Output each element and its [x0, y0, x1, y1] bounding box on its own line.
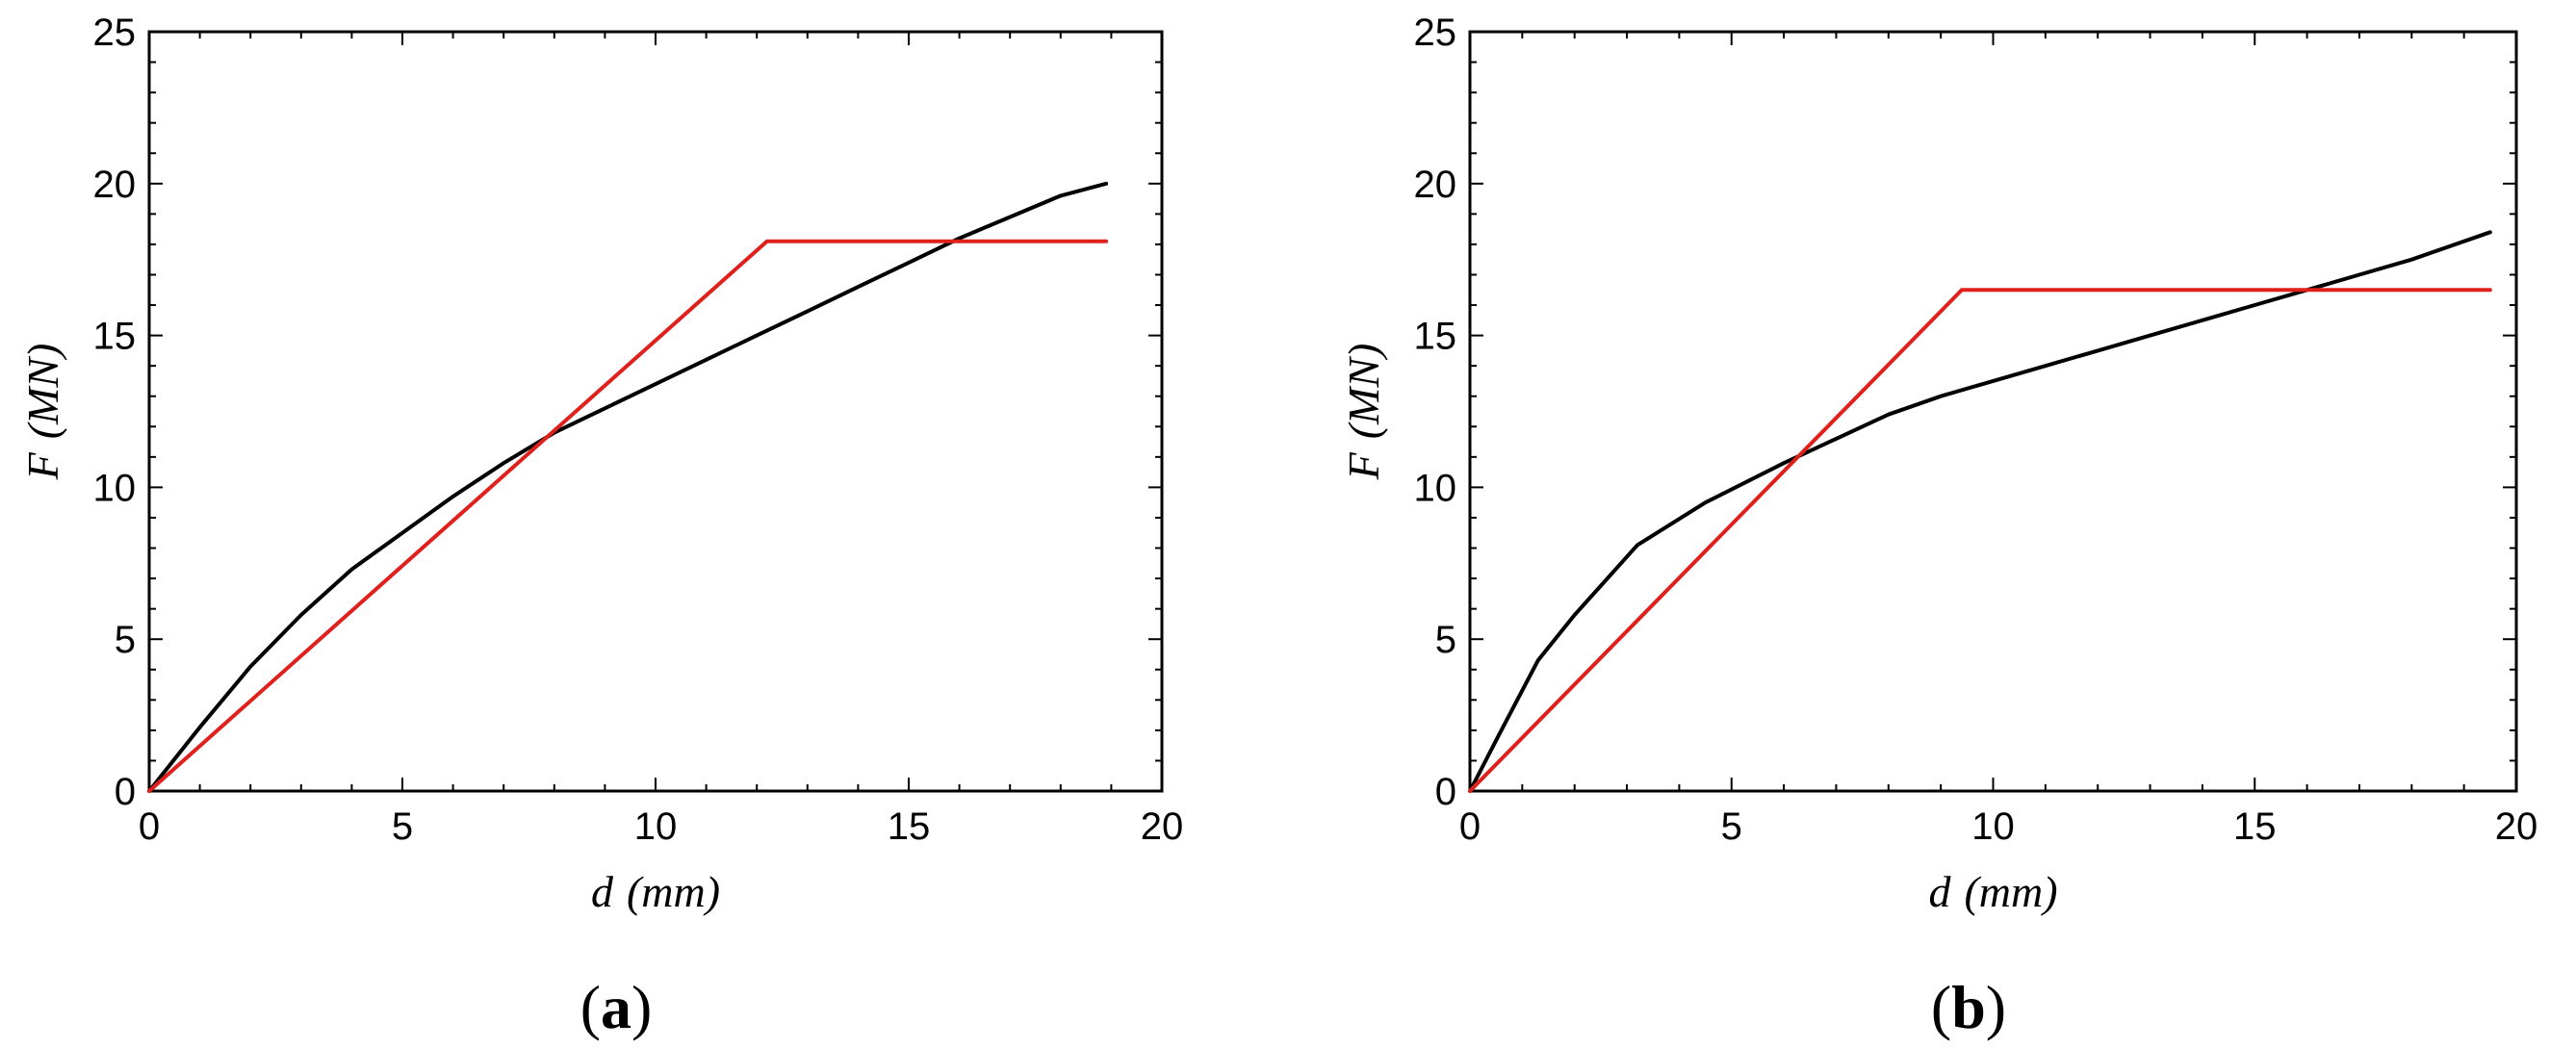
panel-label-letter: a — [601, 973, 631, 1041]
x-tick-label: 5 — [392, 805, 413, 848]
series-line-black — [147, 181, 1109, 793]
y-axis-label: F (MN) — [18, 344, 67, 481]
y-tick-label: 25 — [93, 12, 137, 54]
x-tick-label: 10 — [634, 805, 678, 848]
panel-label: (a) — [580, 973, 653, 1041]
plot-frame — [147, 30, 1164, 793]
x-axis-unit: (mm) — [627, 867, 720, 916]
y-tick-label: 10 — [93, 467, 137, 509]
plot-frame — [1468, 30, 2518, 793]
y-tick-label: 20 — [93, 164, 137, 206]
y-tick-label: 0 — [115, 771, 136, 813]
x-axis-unit: (mm) — [1964, 867, 2057, 916]
y-axis-label: F (MN) — [1339, 344, 1388, 481]
series-line-black — [1468, 230, 2492, 793]
y-axis-variable: F — [1339, 451, 1388, 480]
panel-label-open: ( — [580, 973, 601, 1041]
y-axis-unit: (MN) — [1339, 344, 1388, 440]
y-tick-label: 15 — [1414, 316, 1457, 358]
y-tick-label: 10 — [1414, 467, 1457, 509]
x-axis-label: d (mm) — [591, 867, 720, 916]
x-tick-label: 5 — [1721, 805, 1742, 848]
x-tick-label: 20 — [2495, 805, 2538, 848]
panel-label-letter: b — [1951, 973, 1986, 1041]
series-line-red — [1468, 288, 2492, 793]
panel-label-close: ) — [1986, 973, 2006, 1041]
y-axis-variable: F — [18, 451, 67, 480]
x-tick-label: 15 — [888, 805, 931, 848]
x-axis-variable: d — [1928, 867, 1951, 916]
x-tick-label: 10 — [1971, 805, 2015, 848]
x-tick-label: 20 — [1141, 805, 1184, 848]
y-tick-label: 5 — [115, 619, 136, 661]
y-tick-label: 25 — [1414, 12, 1457, 54]
y-tick-label: 20 — [1414, 164, 1457, 206]
x-axis-label: d (mm) — [1928, 867, 2057, 916]
panel-label-close: ) — [631, 973, 652, 1041]
x-axis-variable: d — [591, 867, 614, 916]
y-tick-label: 15 — [93, 316, 137, 358]
chart-panel-b: 0 5 10 15 20 0 5 10 15 20 25 d (mm) F (MN) (b) — [1339, 12, 2537, 1041]
y-tick-label: 0 — [1435, 771, 1456, 813]
y-axis-unit: (MN) — [18, 344, 67, 440]
series-line-red — [147, 239, 1109, 793]
x-tick-label: 0 — [139, 805, 160, 848]
x-tick-label: 15 — [2233, 805, 2277, 848]
x-tick-label: 0 — [1459, 805, 1481, 848]
y-tick-label: 5 — [1435, 619, 1456, 661]
chart-panel-a: 0 5 10 15 20 0 5 10 15 20 25 d (mm) F (MN) (a) — [18, 12, 1183, 1041]
panel-label-open: ( — [1931, 973, 1951, 1041]
panel-label: (b) — [1931, 973, 2006, 1041]
